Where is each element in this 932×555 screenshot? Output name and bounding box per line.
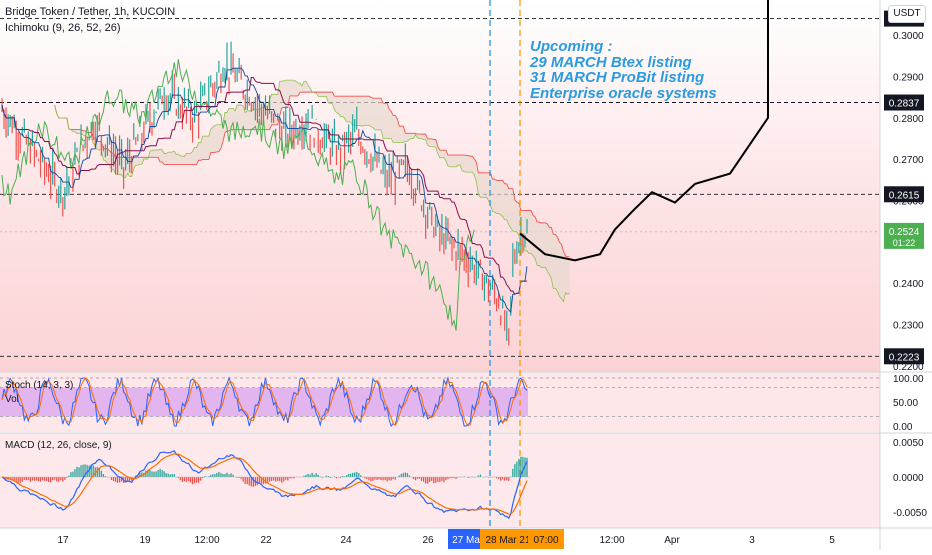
macd-tick-label: 0.0000 <box>893 473 924 484</box>
macd-label: MACD (12, 26, close, 9) <box>5 440 112 451</box>
vol-label: Vol <box>5 394 19 405</box>
level-tag-label: 0.2615 <box>889 190 920 201</box>
x-tick-label: 12:00 <box>599 535 624 546</box>
x-tick-label: 07:00 <box>533 535 558 546</box>
countdown-label: 01:22 <box>893 238 916 248</box>
price-tick-label: 0.2400 <box>893 279 924 290</box>
last-price-label: 0.2524 <box>889 227 920 238</box>
senkou-span-a <box>54 79 570 303</box>
x-tick-label: 12:00 <box>194 535 219 546</box>
x-tick-label: 17 <box>57 535 69 546</box>
chikou-span <box>1 59 475 331</box>
date-tag-orange <box>480 529 536 549</box>
level-tag <box>884 94 924 111</box>
x-tick-label: Apr <box>664 535 680 546</box>
annotation-line-4: Enterprise oracle systems <box>530 84 717 102</box>
stoch-d-line <box>1 377 528 427</box>
price-tick-label: 0.3000 <box>893 31 924 42</box>
date-tag-blue <box>448 529 480 549</box>
projection-path <box>519 0 769 262</box>
annotation-line-2: 29 MARCH Btex listing <box>530 53 692 71</box>
x-tick-label: 24 <box>340 535 352 546</box>
symbol-title[interactable]: Bridge Token / Tether, 1h, KUCOIN <box>5 6 176 18</box>
stoch-tick-label: 100.00 <box>893 374 924 385</box>
x-tick-label: 26 <box>422 535 434 546</box>
level-tag-label: 0.2837 <box>889 99 920 110</box>
time-tag-orange <box>528 529 564 549</box>
price-tick-label: 0.2700 <box>893 155 924 166</box>
macd-tick-label: -0.0050 <box>893 508 927 519</box>
last-price-tag <box>884 222 924 249</box>
x-tick-label: 27 Ma <box>452 535 480 546</box>
currency-button[interactable]: USDT <box>888 5 926 23</box>
price-tick-label: 0.2800 <box>893 114 924 125</box>
stoch-label: Stoch (14, 3, 3) <box>5 380 73 391</box>
level-tag <box>884 186 924 203</box>
price-tick-label: 0.2900 <box>893 72 924 83</box>
x-tick-label: 3 <box>749 535 755 546</box>
level-tag-label: 0.2223 <box>889 352 920 363</box>
kijun-line <box>1 77 527 295</box>
price-background <box>0 0 880 372</box>
macd-tick-label: 0.0050 <box>893 438 924 449</box>
level-tag <box>884 348 924 365</box>
ichimoku-label[interactable]: Ichimoku (9, 26, 52, 26) <box>5 22 121 34</box>
price-tick-label: 0.2200 <box>893 362 924 373</box>
stoch-k-line <box>1 376 528 428</box>
x-tick-label: 28 Mar 21 <box>485 535 530 546</box>
annotation-line-3: 31 MARCH ProBit listing <box>530 69 705 86</box>
tenkan-line <box>1 67 528 314</box>
x-tick-label: 19 <box>139 535 151 546</box>
stoch-tick-label: 50.00 <box>893 398 918 409</box>
annotation-line-1: Upcoming : <box>530 38 613 55</box>
macd-line <box>1 450 528 520</box>
stoch-tick-label: 0.00 <box>893 422 913 433</box>
annotation-text: Upcoming : 29 MARCH Btex listing 31 MARC… <box>530 39 717 101</box>
price-tick-label: 0.2300 <box>893 320 924 331</box>
x-tick-label: 22 <box>260 535 272 546</box>
signal-line <box>1 453 528 515</box>
x-tick-label: 5 <box>829 535 835 546</box>
